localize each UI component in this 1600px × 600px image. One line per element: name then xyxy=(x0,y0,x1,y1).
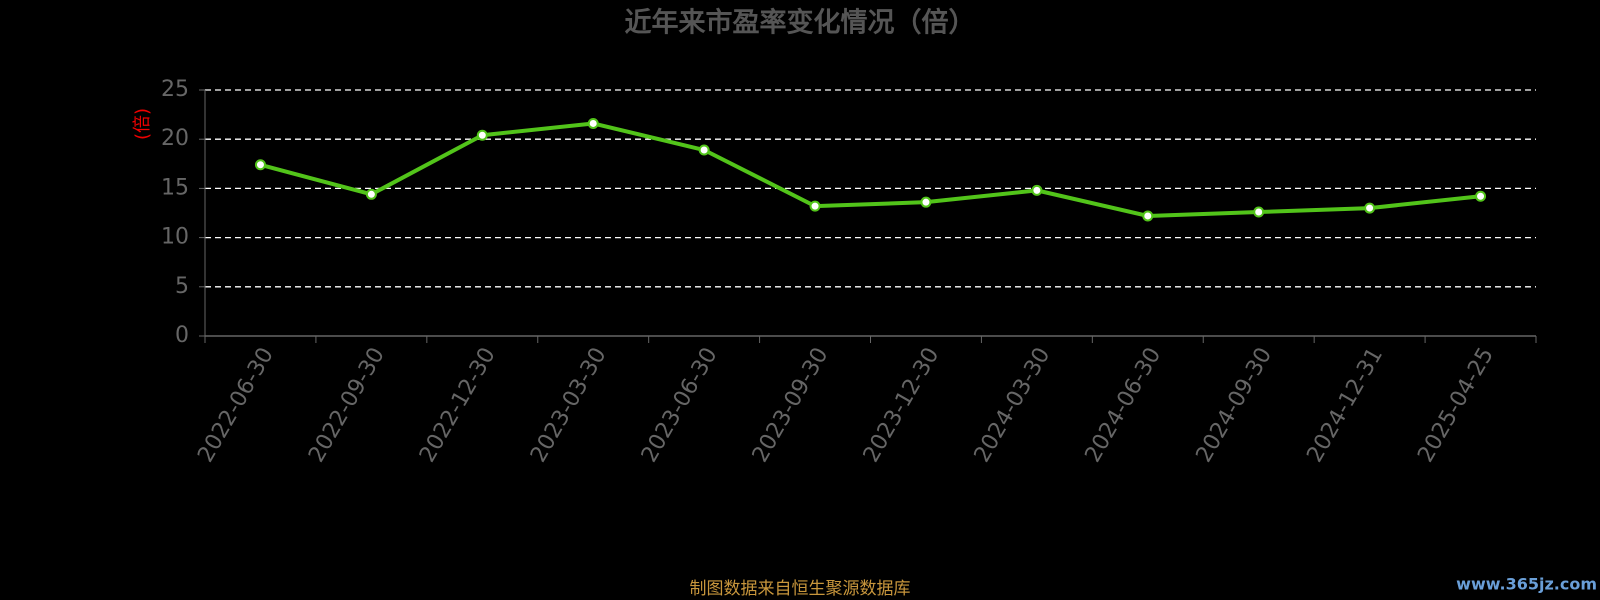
source-note: 制图数据来自恒生聚源数据库 xyxy=(690,579,911,599)
y-tick-label: 20 xyxy=(161,126,189,151)
point xyxy=(1475,190,1487,202)
point xyxy=(587,117,599,129)
point xyxy=(1031,184,1043,196)
y-tick-label: 5 xyxy=(175,274,189,299)
point xyxy=(698,144,710,156)
point xyxy=(920,196,932,208)
point xyxy=(365,188,377,200)
point xyxy=(476,129,488,141)
point xyxy=(1142,210,1154,222)
point xyxy=(1253,206,1265,218)
y-tick-label: 0 xyxy=(175,323,189,348)
point xyxy=(1364,202,1376,214)
point xyxy=(809,200,821,212)
y-axis-label: (倍) xyxy=(132,108,153,140)
chart-title: 近年来市盈率变化情况（倍） xyxy=(625,7,976,39)
y-tick-label: 10 xyxy=(161,225,189,250)
y-tick-label: 15 xyxy=(161,175,189,200)
y-tick-label: 25 xyxy=(161,77,189,102)
watermark: www.365jz.com xyxy=(1456,575,1597,594)
point xyxy=(254,159,266,171)
line xyxy=(259,121,1481,218)
